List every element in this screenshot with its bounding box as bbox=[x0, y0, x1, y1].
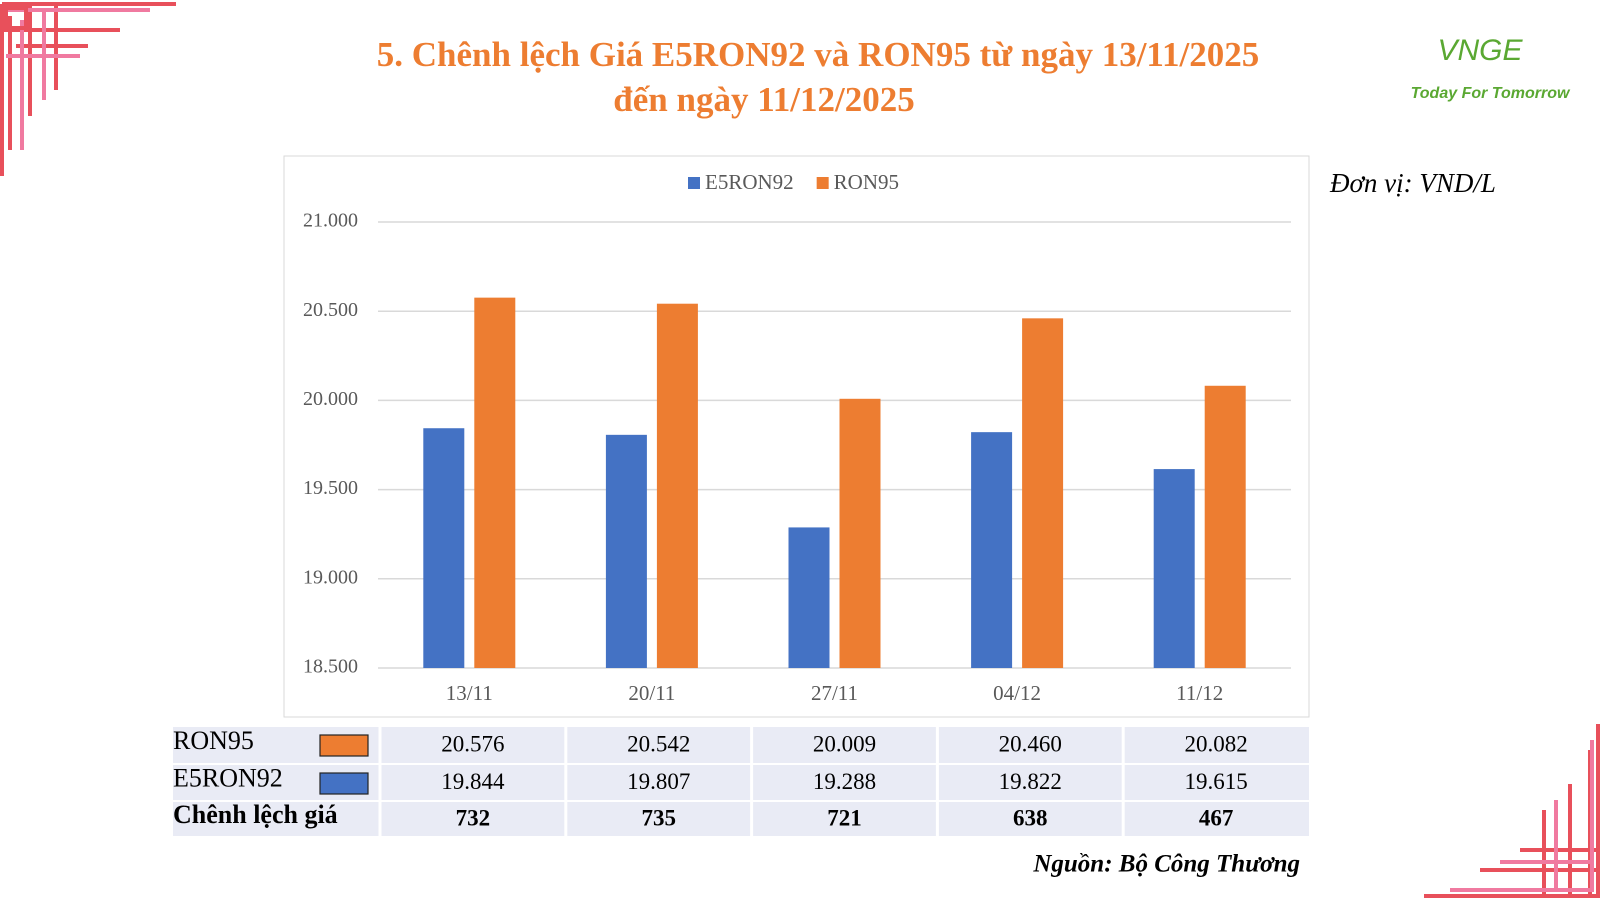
y-tick-label: 19.000 bbox=[303, 566, 358, 588]
y-tick-label: 20.000 bbox=[303, 388, 358, 410]
y-tick-label: 20.500 bbox=[303, 299, 358, 321]
bar bbox=[605, 434, 647, 668]
legend-swatch bbox=[688, 177, 700, 189]
y-tick-label: 19.500 bbox=[303, 477, 358, 499]
table-cell: 19.807 bbox=[627, 769, 690, 794]
x-tick-label: 13/11 bbox=[446, 681, 493, 705]
source-note: Nguồn: Bộ Công Thương bbox=[1032, 851, 1300, 878]
table-cell: 20.082 bbox=[1184, 731, 1247, 756]
logo-slogan: Today For Tomorrow bbox=[1411, 85, 1571, 102]
table-cell: 735 bbox=[641, 805, 676, 830]
chart-title: đến ngày 11/12/2025 bbox=[613, 80, 914, 119]
legend-swatch bbox=[816, 177, 829, 189]
table-cell: 467 bbox=[1199, 805, 1234, 830]
table-legend-swatch bbox=[319, 772, 369, 795]
bar bbox=[423, 428, 465, 668]
x-tick-label: 20/11 bbox=[628, 681, 675, 705]
table-cell: 721 bbox=[827, 805, 862, 830]
bar bbox=[1022, 318, 1064, 668]
table-cell: 20.009 bbox=[813, 731, 876, 756]
chart-title: 5. Chênh lệch Giá E5RON92 và RON95 từ ng… bbox=[377, 35, 1259, 74]
table-row-bg bbox=[173, 802, 1309, 836]
table-row-label: E5RON92 bbox=[173, 763, 283, 792]
y-tick-label: 18.500 bbox=[303, 656, 358, 678]
logo: VNGE bbox=[1437, 34, 1523, 67]
x-tick-label: 04/12 bbox=[993, 681, 1041, 705]
table-cell: 20.576 bbox=[441, 731, 504, 756]
bar bbox=[1204, 385, 1246, 668]
table-cell: 732 bbox=[456, 805, 491, 830]
table-cell: 20.460 bbox=[999, 731, 1062, 756]
unit-label: Đơn vị: VND/L bbox=[1329, 168, 1496, 198]
bar bbox=[788, 527, 830, 668]
x-tick-label: 27/11 bbox=[811, 681, 858, 705]
bar bbox=[1153, 469, 1195, 668]
bar bbox=[656, 303, 698, 668]
table-cell: 19.288 bbox=[813, 769, 876, 794]
table-cell: 19.844 bbox=[441, 769, 505, 794]
table-cell: 638 bbox=[1013, 805, 1048, 830]
table-cell: 20.542 bbox=[627, 731, 690, 756]
bar bbox=[474, 297, 516, 668]
legend-label: E5RON92 bbox=[705, 170, 794, 194]
bar bbox=[839, 398, 881, 668]
bar bbox=[971, 432, 1013, 668]
table-row-label: Chênh lệch giá bbox=[173, 800, 338, 829]
x-tick-label: 11/12 bbox=[1176, 681, 1223, 705]
legend-label: RON95 bbox=[834, 170, 899, 194]
table-cell: 19.822 bbox=[999, 769, 1062, 794]
table-cell: 19.615 bbox=[1184, 769, 1247, 794]
table-legend-swatch bbox=[319, 734, 369, 757]
y-tick-label: 21.000 bbox=[303, 210, 358, 232]
table-row-label: RON95 bbox=[173, 726, 254, 755]
